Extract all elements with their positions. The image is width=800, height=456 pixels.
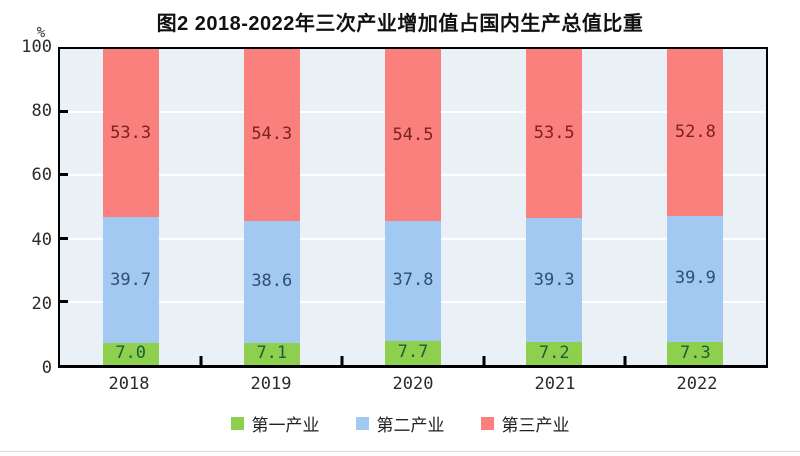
bar-value-label: 7.2 — [538, 343, 570, 364]
bar-value-label: 54.5 — [392, 124, 434, 145]
legend-item-第一产业: 第一产业 — [230, 411, 320, 436]
bars-row: 7.0 39.7 53.3 7.1 38.6 54.3 7.7 37.8 54.5 7.2 39.3… — [60, 49, 766, 365]
x-axis-tick — [340, 356, 344, 365]
bar-segment: 7.0 — [102, 342, 159, 365]
y-tick-label: 80 — [31, 101, 52, 122]
legend-label: 第一产业 — [251, 416, 320, 435]
x-axis-tick — [623, 356, 627, 365]
bar-column-2021: 7.2 39.3 53.5 — [484, 49, 625, 365]
bar-stack-2020: 7.7 37.8 54.5 — [385, 49, 441, 365]
legend: 第一产业 第二产业 第三产业 — [0, 411, 800, 436]
legend-label: 第三产业 — [501, 416, 570, 435]
bar-value-label: 7.7 — [397, 342, 429, 363]
bar-value-label: 54.3 — [251, 124, 293, 145]
legend-label: 第二产业 — [376, 416, 445, 435]
y-tick-label: 60 — [31, 165, 52, 186]
bar-column-2019: 7.1 38.6 54.3 — [201, 49, 342, 365]
bar-segment: 52.8 — [667, 49, 724, 216]
legend-swatch-icon — [480, 417, 494, 430]
y-tick-label: 100 — [21, 37, 52, 57]
bar-value-label: 39.9 — [674, 268, 716, 289]
bar-segment: 53.3 — [102, 49, 159, 218]
bar-segment: 39.3 — [526, 218, 583, 343]
x-tick-label: 2021 — [534, 374, 576, 394]
x-axis-labels: 2018 2019 2020 2021 2022 — [58, 374, 768, 394]
bar-value-label: 53.3 — [110, 122, 152, 143]
bar-segment: 54.5 — [385, 49, 441, 222]
legend-swatch-icon — [355, 417, 369, 430]
bar-segment: 53.5 — [526, 49, 583, 219]
bar-segment: 38.6 — [243, 220, 300, 343]
bar-value-label: 39.3 — [533, 269, 575, 290]
y-axis-tick — [60, 236, 68, 240]
y-axis-tick — [60, 110, 68, 114]
legend-item-第二产业: 第二产业 — [355, 411, 445, 436]
legend-item-第三产业: 第三产业 — [480, 411, 570, 436]
y-axis-tick — [60, 173, 68, 177]
bar-value-label: 38.6 — [251, 271, 293, 292]
bar-stack-2021: 7.2 39.3 53.5 — [526, 49, 583, 365]
y-tick-label: 0 — [41, 358, 52, 378]
bar-column-2018: 7.0 39.7 53.3 — [60, 49, 201, 365]
bar-stack-2019: 7.1 38.6 54.3 — [243, 49, 300, 365]
bar-column-2022: 7.3 39.9 52.8 — [625, 49, 766, 365]
bottom-divider — [0, 451, 800, 452]
bar-value-label: 53.5 — [533, 123, 575, 144]
legend-swatch-icon — [230, 417, 244, 430]
bar-segment: 54.3 — [243, 49, 300, 221]
bar-segment: 37.8 — [385, 221, 441, 341]
y-tick-label: 20 — [31, 293, 52, 314]
bar-column-2020: 7.7 37.8 54.5 — [342, 49, 483, 365]
bar-value-label: 39.7 — [110, 269, 152, 290]
bar-segment: 7.1 — [243, 342, 300, 365]
bar-segment: 7.7 — [385, 340, 441, 365]
bar-value-label: 52.8 — [674, 121, 716, 142]
bar-value-label: 7.1 — [256, 343, 288, 364]
x-tick-label: 2019 — [250, 374, 292, 394]
bar-value-label: 37.8 — [392, 270, 434, 291]
bar-segment: 39.9 — [667, 215, 724, 342]
bar-segment: 39.7 — [102, 217, 159, 343]
bar-value-label: 7.0 — [115, 343, 146, 364]
x-tick-label: 2022 — [676, 374, 718, 394]
bar-stack-2022: 7.3 39.9 52.8 — [667, 49, 724, 365]
chart-title: 图2 2018-2022年三次产业增加值占国内生产总值比重 — [156, 13, 644, 35]
plot-area: 7.0 39.7 53.3 7.1 38.6 54.3 7.7 37.8 54.5 7.2 39.3… — [58, 47, 768, 368]
bar-segment: 7.2 — [526, 342, 583, 365]
x-axis-tick — [482, 356, 486, 365]
bar-stack-2018: 7.0 39.7 53.3 — [102, 49, 159, 365]
bar-segment: 7.3 — [667, 341, 724, 365]
x-tick-label: 2020 — [392, 374, 434, 394]
y-axis-unit-label: % — [36, 25, 46, 41]
x-axis-tick — [199, 356, 203, 365]
y-tick-label: 40 — [31, 229, 52, 250]
bar-value-label: 7.3 — [680, 342, 711, 363]
y-axis-tick — [60, 299, 68, 303]
x-tick-label: 2018 — [108, 374, 150, 394]
